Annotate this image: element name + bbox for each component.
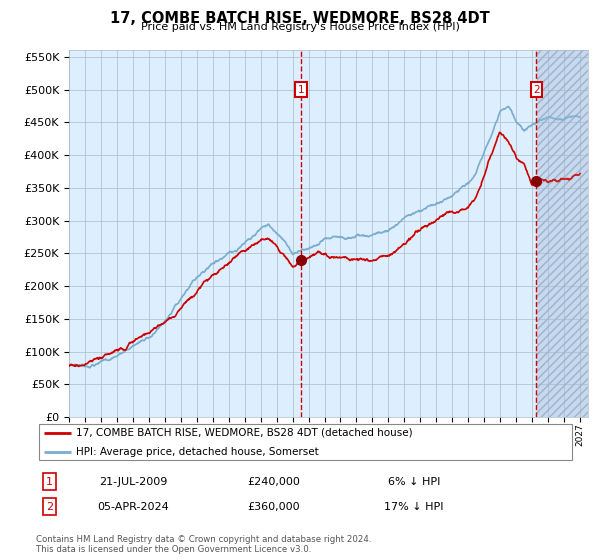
Text: Contains HM Land Registry data © Crown copyright and database right 2024.: Contains HM Land Registry data © Crown c… (36, 535, 371, 544)
Text: HPI: Average price, detached house, Somerset: HPI: Average price, detached house, Some… (77, 447, 319, 458)
Text: This data is licensed under the Open Government Licence v3.0.: This data is licensed under the Open Gov… (36, 545, 311, 554)
Text: 17% ↓ HPI: 17% ↓ HPI (384, 502, 444, 512)
Text: 21-JUL-2009: 21-JUL-2009 (99, 477, 167, 487)
Text: 1: 1 (298, 85, 305, 95)
Text: £240,000: £240,000 (247, 477, 300, 487)
Text: Price paid vs. HM Land Registry's House Price Index (HPI): Price paid vs. HM Land Registry's House … (140, 22, 460, 32)
Bar (537, 50, 600, 417)
Text: 6% ↓ HPI: 6% ↓ HPI (388, 477, 440, 487)
Text: 17, COMBE BATCH RISE, WEDMORE, BS28 4DT: 17, COMBE BATCH RISE, WEDMORE, BS28 4DT (110, 11, 490, 26)
Bar (537, 50, 600, 417)
Text: 2: 2 (46, 502, 53, 512)
Text: £360,000: £360,000 (247, 502, 300, 512)
Text: 05-APR-2024: 05-APR-2024 (97, 502, 169, 512)
Text: 17, COMBE BATCH RISE, WEDMORE, BS28 4DT (detached house): 17, COMBE BATCH RISE, WEDMORE, BS28 4DT … (77, 428, 413, 438)
Text: 2: 2 (533, 85, 540, 95)
Text: 1: 1 (46, 477, 53, 487)
FancyBboxPatch shape (39, 424, 572, 460)
